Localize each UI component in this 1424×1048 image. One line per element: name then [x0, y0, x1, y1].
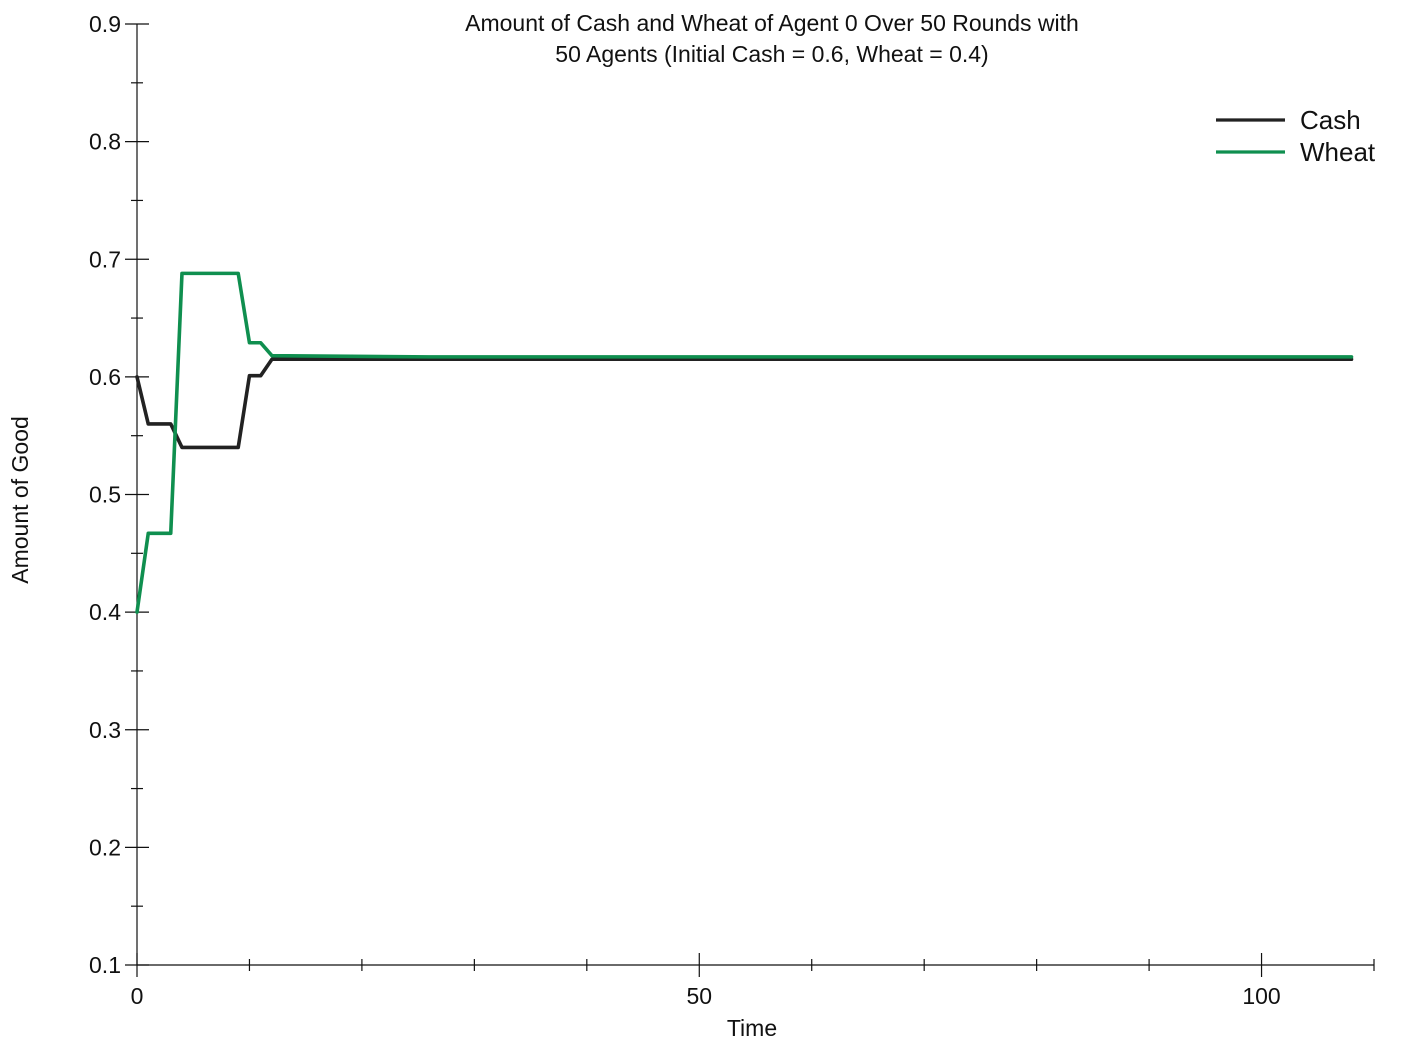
chart-title-line-1: Amount of Cash and Wheat of Agent 0 Over… [465, 10, 1079, 36]
y-tick-label: 0.8 [89, 129, 121, 155]
y-tick-label: 0.7 [89, 246, 121, 272]
series-line-wheat [137, 273, 1352, 612]
legend-label-cash: Cash [1300, 105, 1361, 135]
y-tick-label: 0.5 [89, 482, 121, 508]
y-tick-label: 0.9 [89, 11, 121, 37]
y-tick-label: 0.2 [89, 834, 121, 860]
y-tick-label: 0.4 [89, 599, 121, 625]
series-layer [137, 273, 1352, 612]
y-axis-label: Amount of Good [7, 416, 33, 584]
legend-label-wheat: Wheat [1300, 137, 1376, 167]
y-tick-label: 0.1 [89, 952, 121, 978]
axes: 0.1 0.2 0.3 0.4 0.5 0.6 0.7 0.8 0.9 0 50 100 [89, 11, 1374, 1009]
x-tick-label: 0 [131, 983, 144, 1009]
x-axis-label: Time [727, 1015, 777, 1041]
chart-title-line-2: 50 Agents (Initial Cash = 0.6, Wheat = 0… [555, 41, 988, 67]
legend: Cash Wheat [1216, 105, 1376, 167]
y-tick-label: 0.3 [89, 717, 121, 743]
series-line-cash [137, 359, 1352, 447]
x-tick-label: 50 [686, 983, 712, 1009]
x-tick-label: 100 [1242, 983, 1280, 1009]
y-tick-label: 0.6 [89, 364, 121, 390]
